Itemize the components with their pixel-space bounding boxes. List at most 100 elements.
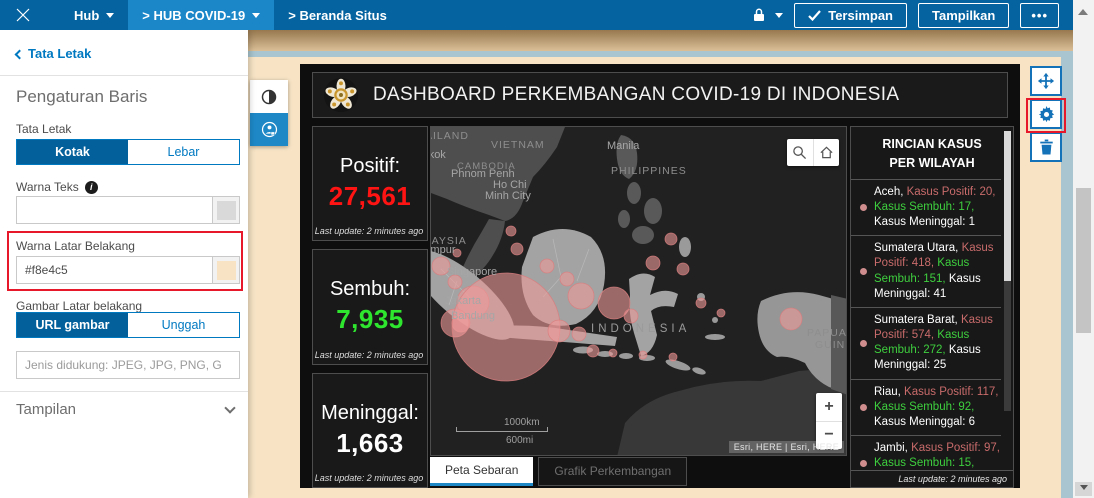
region-name: Sumatera Barat,: [874, 313, 961, 326]
region-positif: Kasus Positif: 117,: [904, 385, 999, 398]
region-text: Sumatera Barat, Kasus Positif: 574, Kasu…: [874, 313, 1001, 374]
map-toolbar: [787, 139, 839, 166]
theme-contrast-button[interactable]: [250, 80, 288, 113]
top-navigation-bar: Hub > HUB COVID-19 > Beranda Situs Tersi…: [0, 0, 1073, 30]
contrast-icon: [261, 89, 277, 104]
trash-icon: [1039, 139, 1053, 155]
crumb-beranda-situs[interactable]: > Beranda Situs: [274, 0, 401, 30]
info-icon[interactable]: i: [84, 180, 98, 194]
back-label: Tata Letak: [28, 46, 92, 61]
region-list-item[interactable]: Sumatera Utara, Kasus Positif: 418, Kasu…: [851, 235, 1001, 307]
region-list-scrollbar[interactable]: [1004, 131, 1011, 411]
region-sembuh: Kasus Sembuh: 272,: [874, 329, 970, 357]
display-label: Tampilan: [16, 401, 77, 418]
map-home-button[interactable]: [812, 139, 840, 166]
tab-peta-sebaran[interactable]: Peta Sebaran: [430, 457, 534, 486]
audience-button[interactable]: [250, 113, 288, 146]
bg-image-option-url[interactable]: URL gambar: [17, 313, 128, 337]
map-widget[interactable]: THAILANDVIETNAMBangkokCAMBODIAPhnom Penh…: [430, 126, 847, 456]
scroll-down-button[interactable]: [1075, 482, 1092, 496]
chevron-down-icon: [224, 401, 236, 414]
layout-option-lebar[interactable]: Lebar: [167, 145, 200, 159]
bullet-dot-icon: [860, 403, 867, 411]
stat-card: Meninggal: 1,663 Last update: 2 minutes ag…: [312, 372, 428, 488]
scrollbar-thumb[interactable]: [1076, 188, 1091, 333]
panel-title: Pengaturan Baris: [16, 87, 148, 106]
region-text: Riau, Kasus Positif: 117, Kasus Sembuh: …: [874, 385, 1001, 431]
hub-menu[interactable]: Hub: [60, 0, 128, 30]
text-color-input[interactable]: [17, 197, 212, 223]
bg-image-url-input[interactable]: [17, 352, 239, 378]
settings-sidebar: Tata Letak Pengaturan Baris Tata Letak K…: [0, 30, 248, 498]
bg-color-label: Warna Latar Belakang: [16, 239, 135, 253]
zoom-in-button[interactable]: +: [824, 397, 834, 415]
region-meninggal: Kasus Meninggal: 25: [874, 344, 981, 372]
stats-column: Positif: 27,561 Last update: 2 minutes ago…: [312, 126, 428, 488]
bg-image-segmented-control: URL gambar Unggah: [16, 312, 240, 338]
page-scrollbar[interactable]: [1073, 0, 1094, 498]
saved-button[interactable]: Tersimpan: [794, 2, 907, 28]
layout-option-kotak[interactable]: Kotak: [17, 140, 128, 164]
scroll-down-icon: [1079, 484, 1088, 494]
row-settings-button[interactable]: [1030, 99, 1062, 129]
case-bubbles: [431, 225, 803, 382]
bg-color-swatch-button[interactable]: [212, 257, 239, 283]
move-row-button[interactable]: [1030, 66, 1062, 96]
bullet-dot-icon: [860, 460, 867, 468]
stat-card: Sembuh: 7,935 Last update: 2 minutes ago: [312, 249, 428, 365]
scale-km: 1000km: [504, 417, 540, 428]
dashboard-title: DASHBOARD PERKEMBANGAN COVID-19 DI INDON…: [373, 84, 900, 105]
scroll-up-icon[interactable]: [1078, 4, 1088, 15]
region-list-item[interactable]: Riau, Kasus Positif: 117, Kasus Sembuh: …: [851, 378, 1001, 436]
home-icon: [820, 146, 833, 159]
scrollbar-thumb[interactable]: [1004, 131, 1011, 281]
close-icon[interactable]: [0, 0, 46, 30]
divider: [0, 75, 248, 76]
text-color-swatch-button[interactable]: [212, 197, 239, 223]
bullet-dot-icon: [860, 204, 867, 211]
region-text: Aceh, Kasus Positif: 20, Kasus Sembuh: 1…: [874, 185, 1001, 231]
caret-down-icon: [106, 12, 115, 22]
region-text: Jambi, Kasus Positif: 97, Kasus Sembuh: …: [874, 441, 1001, 470]
region-list: Aceh, Kasus Positif: 20, Kasus Sembuh: 1…: [851, 178, 1013, 470]
more-button[interactable]: •••: [1020, 2, 1059, 28]
bg-color-input-row: [16, 256, 240, 284]
zoom-out-button[interactable]: −: [816, 420, 842, 450]
bg-image-label: Gambar Latar belakang: [16, 299, 143, 313]
map-search-button[interactable]: [787, 139, 813, 166]
view-button-label: Tampilkan: [932, 7, 996, 23]
stat-footer: Last update: 2 minutes ago: [314, 472, 424, 483]
scale-mi: 600mi: [506, 435, 534, 446]
bg-color-input[interactable]: [17, 257, 212, 283]
stat-value: 7,935: [336, 304, 404, 335]
region-name: Riau,: [874, 385, 905, 398]
crumb-beranda-situs-label: > Beranda Situs: [288, 7, 387, 23]
view-button[interactable]: Tampilkan: [918, 2, 1010, 28]
crumb-hub-covid19-label: > HUB COVID-19: [142, 7, 246, 23]
indonesia-map: [431, 127, 846, 455]
delete-row-button[interactable]: [1030, 132, 1062, 162]
dashboard-header: DASHBOARD PERKEMBANGAN COVID-19 DI INDON…: [312, 72, 1008, 118]
stat-value: 27,561: [328, 181, 412, 212]
privacy-menu[interactable]: [752, 7, 784, 23]
layout-label: Tata Letak: [16, 122, 72, 136]
row-tools: [1030, 66, 1062, 162]
region-list-item[interactable]: Sumatera Barat, Kasus Positif: 574, Kasu…: [851, 306, 1001, 379]
text-color-input-row: [16, 196, 240, 224]
stat-label: Meninggal:: [321, 401, 419, 424]
map-zoom-control: + −: [816, 393, 842, 449]
tab-grafik-perkembangan[interactable]: Grafik Perkembangan: [538, 457, 688, 486]
region-name: Jambi,: [874, 442, 912, 455]
more-button-label: •••: [1031, 7, 1048, 23]
back-to-tata-letak[interactable]: Tata Letak: [14, 46, 92, 61]
crumb-hub-covid19[interactable]: > HUB COVID-19: [128, 0, 275, 30]
row-frame-top: [248, 51, 1073, 57]
display-section-toggle[interactable]: Tampilan: [16, 401, 236, 418]
region-panel-footer: Last update: 2 minutes ago: [851, 470, 1013, 487]
scale-line: [456, 427, 548, 432]
region-list-item[interactable]: Jambi, Kasus Positif: 97, Kasus Sembuh: …: [851, 435, 1001, 470]
text-color-label: Warna Teks: [16, 180, 79, 194]
bg-image-option-upload[interactable]: Unggah: [161, 318, 206, 332]
region-positif: Kasus Positif: 574,: [874, 313, 993, 342]
region-list-item[interactable]: Aceh, Kasus Positif: 20, Kasus Sembuh: 1…: [851, 178, 1001, 236]
